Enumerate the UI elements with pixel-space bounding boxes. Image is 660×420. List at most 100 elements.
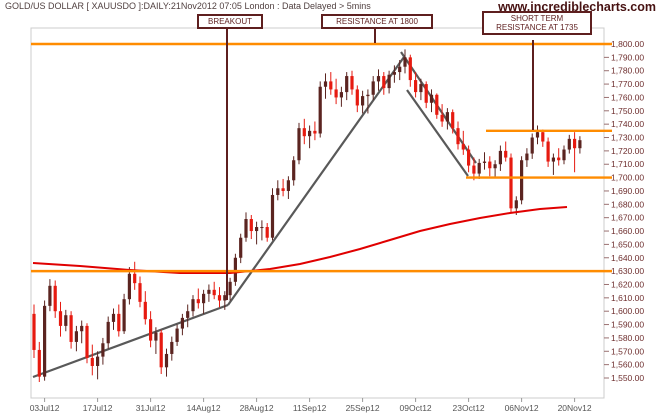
candle-down — [32, 313, 36, 350]
candle-down — [138, 283, 142, 302]
candle-down — [313, 130, 317, 134]
candle-up — [260, 227, 264, 229]
annotation-breakout: BREAKOUT — [197, 14, 263, 29]
svg-text:09Oct12: 09Oct12 — [400, 403, 432, 413]
candle-down — [58, 311, 63, 326]
candle-down — [265, 227, 269, 238]
candle-up — [525, 153, 529, 161]
candle-up — [101, 343, 105, 357]
candle-up — [387, 74, 391, 89]
candle-up — [127, 273, 131, 300]
uptrend-shallow — [32, 303, 229, 379]
candle-up — [276, 188, 280, 195]
candle-down — [217, 295, 222, 301]
annotation-resistance-1800-label: RESISTANCE AT 1800 — [336, 17, 418, 26]
candle-up — [366, 94, 370, 97]
svg-text:28Aug12: 28Aug12 — [240, 403, 274, 413]
annotation-short-term-line2: RESISTANCE AT 1735 — [496, 23, 578, 32]
svg-text:1,780.00: 1,780.00 — [611, 66, 644, 76]
candle-down — [329, 81, 333, 90]
watermark: www.incrediblecharts.com — [498, 0, 656, 14]
candle-up — [292, 160, 296, 181]
svg-text:1,570.00: 1,570.00 — [611, 346, 644, 356]
svg-text:14Aug12: 14Aug12 — [187, 403, 221, 413]
candle-down — [37, 349, 41, 377]
candle-down — [143, 301, 147, 320]
candle-up — [567, 138, 571, 150]
candle-down — [281, 188, 285, 191]
uptrend-steep — [227, 56, 405, 306]
chart-title: GOLD/US DOLLAR [ XAUUSDO ]:DAILY:21Nov20… — [5, 1, 371, 11]
candle-up — [202, 293, 206, 304]
candle-up — [180, 317, 184, 329]
svg-text:31Jul12: 31Jul12 — [136, 403, 166, 413]
svg-text:1,790.00: 1,790.00 — [611, 52, 644, 62]
svg-text:1,640.00: 1,640.00 — [611, 253, 644, 263]
candle-up — [270, 194, 275, 238]
svg-text:17Jul12: 17Jul12 — [83, 403, 113, 413]
svg-text:1,680.00: 1,680.00 — [611, 199, 644, 209]
svg-text:1,580.00: 1,580.00 — [611, 333, 644, 343]
candle-down — [435, 94, 439, 115]
x-axis: 03Jul12 17Jul12 31Jul12 14Aug12 28Aug12 11Sep… — [30, 398, 592, 413]
candle-up — [318, 86, 322, 134]
candle-up — [106, 321, 110, 344]
candle-down — [573, 138, 577, 149]
svg-text:1,550.00: 1,550.00 — [611, 373, 644, 383]
candles — [32, 49, 582, 383]
candle-up — [403, 57, 407, 67]
svg-text:1,730.00: 1,730.00 — [611, 133, 644, 143]
svg-text:1,630.00: 1,630.00 — [611, 266, 644, 276]
candle-up — [323, 81, 328, 87]
candle-up — [429, 94, 434, 103]
candle-down — [414, 80, 418, 93]
svg-text:1,760.00: 1,760.00 — [611, 92, 644, 102]
candle-up — [535, 132, 540, 138]
svg-text:03Jul12: 03Jul12 — [30, 403, 60, 413]
candle-down — [408, 57, 412, 81]
candle-down — [149, 319, 153, 341]
candle-down — [509, 157, 513, 209]
candle-up — [345, 76, 349, 93]
candle-up — [297, 128, 301, 161]
candle-down — [69, 315, 73, 342]
downchannel-lower — [406, 89, 469, 177]
candle-down — [85, 325, 89, 358]
resistance-lines — [31, 42, 612, 273]
candle-down — [334, 89, 338, 98]
candle-down — [302, 128, 306, 137]
svg-text:1,670.00: 1,670.00 — [611, 213, 644, 223]
candle-up — [493, 164, 497, 169]
candle-down — [424, 84, 428, 103]
plot-border — [30, 27, 605, 399]
trendlines — [32, 51, 477, 379]
candle-up — [80, 325, 84, 332]
candle-up — [175, 328, 179, 342]
svg-text:1,620.00: 1,620.00 — [611, 279, 644, 289]
candle-up — [64, 315, 68, 326]
candle-up — [498, 150, 502, 165]
candle-down — [350, 76, 354, 90]
candle-up — [186, 311, 190, 318]
annotation-pointers — [226, 27, 534, 300]
candle-up — [514, 200, 518, 209]
candle-up — [520, 160, 524, 201]
candle-up — [96, 356, 100, 366]
candle-up — [43, 305, 47, 377]
candle-down — [451, 112, 455, 129]
candle-down — [488, 161, 492, 169]
candle-up — [207, 289, 211, 294]
svg-text:1,750.00: 1,750.00 — [611, 106, 644, 116]
annotation-resistance-1800: RESISTANCE AT 1800 — [321, 14, 433, 29]
svg-text:1,660.00: 1,660.00 — [611, 226, 644, 236]
candle-down — [461, 144, 465, 150]
candle-up — [244, 219, 248, 238]
candle-up — [578, 140, 582, 149]
candle-up — [419, 84, 423, 93]
svg-text:1,650.00: 1,650.00 — [611, 239, 644, 249]
candle-up — [111, 313, 116, 322]
candle-up — [122, 299, 126, 332]
candle-down — [249, 219, 253, 232]
